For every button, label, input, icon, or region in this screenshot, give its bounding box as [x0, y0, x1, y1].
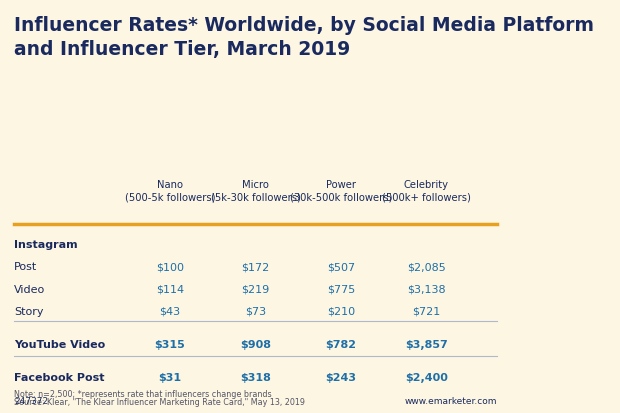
Text: Celebrity
(500k+ followers): Celebrity (500k+ followers) [382, 180, 471, 202]
Text: $721: $721 [412, 307, 440, 317]
Text: $775: $775 [327, 285, 355, 295]
Text: www.emarketer.com: www.emarketer.com [404, 397, 497, 406]
Text: $318: $318 [240, 373, 271, 384]
Text: Instagram: Instagram [14, 240, 78, 250]
Text: Micro
(5k-30k followers): Micro (5k-30k followers) [211, 180, 300, 202]
Text: $172: $172 [241, 263, 270, 273]
Text: YouTube Video: YouTube Video [14, 340, 105, 350]
Text: $908: $908 [240, 340, 271, 350]
Text: Post: Post [14, 263, 37, 273]
Text: 247372: 247372 [14, 397, 48, 406]
Text: Power
(30k-500k followers): Power (30k-500k followers) [290, 180, 392, 202]
Text: $73: $73 [245, 307, 266, 317]
Text: $219: $219 [241, 285, 270, 295]
Text: Video: Video [14, 285, 45, 295]
Text: $3,138: $3,138 [407, 285, 446, 295]
Text: $2,085: $2,085 [407, 263, 446, 273]
Text: Nano
(500-5k followers): Nano (500-5k followers) [125, 180, 215, 202]
Text: Note: n=2,500; *represents rate that influencers change brands: Note: n=2,500; *represents rate that inf… [14, 389, 272, 399]
Text: Source: Klear, "The Klear Influencer Marketing Rate Card," May 13, 2019: Source: Klear, "The Klear Influencer Mar… [14, 398, 305, 407]
Text: $243: $243 [326, 373, 356, 384]
Text: $315: $315 [154, 340, 185, 350]
Text: $43: $43 [159, 307, 180, 317]
Text: $31: $31 [159, 373, 182, 384]
Text: $100: $100 [156, 263, 184, 273]
Text: $114: $114 [156, 285, 184, 295]
Text: Facebook Post: Facebook Post [14, 373, 105, 384]
Text: $2,400: $2,400 [405, 373, 448, 384]
Text: $210: $210 [327, 307, 355, 317]
Text: $3,857: $3,857 [405, 340, 448, 350]
Text: Influencer Rates* Worldwide, by Social Media Platform
and Influencer Tier, March: Influencer Rates* Worldwide, by Social M… [14, 16, 594, 59]
Text: $782: $782 [326, 340, 356, 350]
Text: Story: Story [14, 307, 44, 317]
Text: $507: $507 [327, 263, 355, 273]
